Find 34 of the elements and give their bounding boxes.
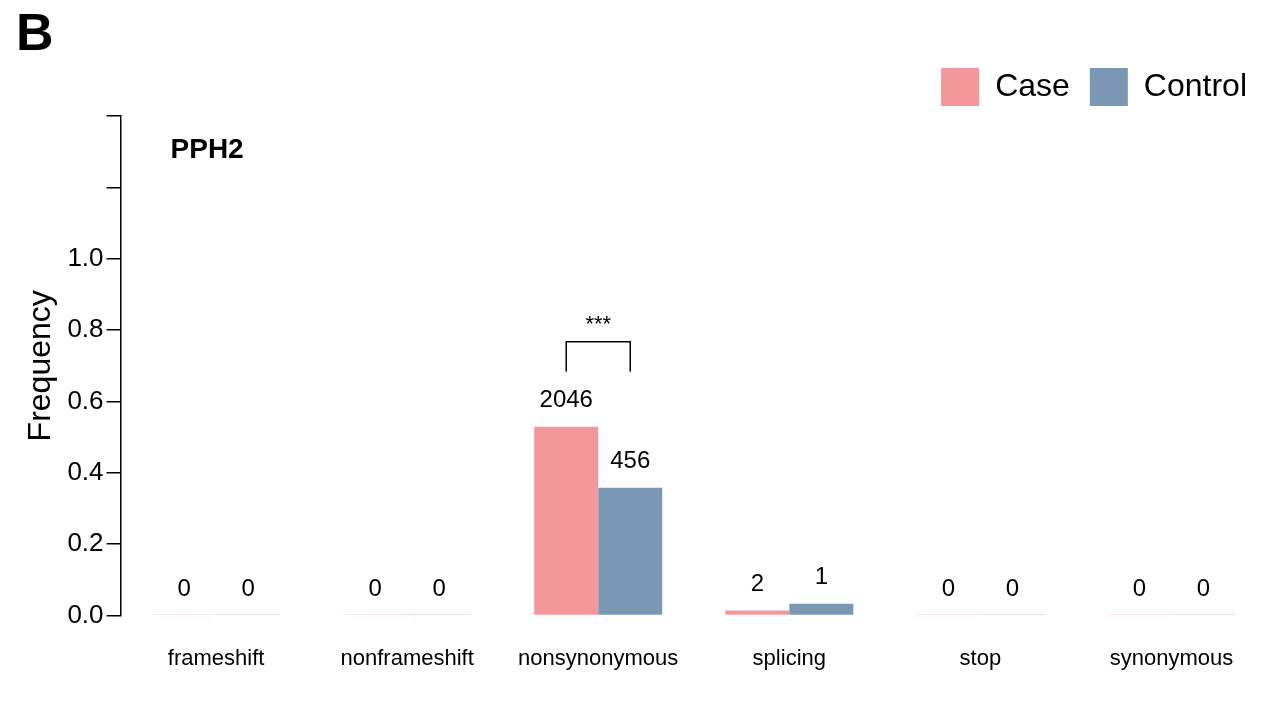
annotation: 0 — [241, 574, 255, 602]
y-tick-label: 0.4 — [67, 456, 104, 487]
annotation: 1 — [814, 562, 828, 590]
annotation: 2046 — [539, 385, 593, 413]
annotation: 0 — [1005, 574, 1020, 602]
bar — [725, 610, 790, 615]
annotation: 0 — [432, 574, 446, 602]
x-tick-label: nonframeshift — [340, 644, 474, 670]
legend-label: Case — [995, 66, 1070, 103]
y-tick-label: 0.6 — [67, 384, 104, 415]
annotation: 0 — [1196, 574, 1211, 602]
annotation: *** — [585, 310, 612, 336]
annotation: 0 — [368, 574, 382, 602]
y-tick-label: 0.0 — [67, 598, 104, 629]
y-tick-label: 1.0 — [67, 241, 104, 272]
annotation: 2 — [750, 569, 764, 597]
bar — [789, 603, 854, 615]
y-tick-label: 0.2 — [67, 527, 104, 558]
y-axis-title: Frequency — [21, 290, 58, 442]
x-tick-label: splicing — [752, 644, 826, 670]
legend-label: Control — [1143, 66, 1247, 103]
x-tick-label: synonymous — [1109, 644, 1234, 670]
annotation: 456 — [610, 446, 651, 474]
x-tick-label: stop — [959, 644, 1002, 670]
annotation: 0 — [177, 574, 191, 602]
annotation: 0 — [941, 574, 956, 602]
text: B — [16, 3, 54, 62]
bar — [534, 426, 599, 615]
x-tick-label: nonsynonymous — [518, 644, 679, 670]
text: PPH2 — [170, 132, 244, 164]
bar — [598, 487, 663, 615]
y-tick-label: 0.8 — [67, 313, 104, 344]
x-tick-label: frameshift — [167, 644, 265, 670]
annotation: 0 — [1132, 574, 1147, 602]
